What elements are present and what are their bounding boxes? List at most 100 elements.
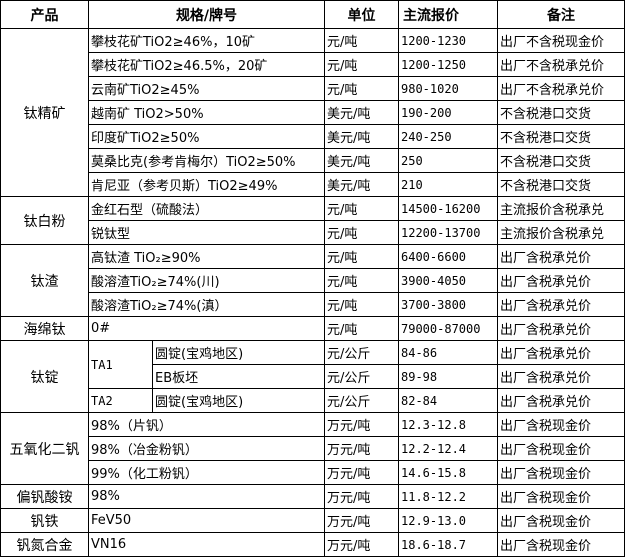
- header-row: 产品 规格/牌号 单位 主流报价 备注: [0, 0, 625, 29]
- note-cell: 出厂不含税承兑价: [497, 52, 625, 77]
- note-cell: 出厂含税现金价: [497, 508, 625, 533]
- note-cell: 出厂含税现金价: [497, 460, 625, 485]
- product-cell: 钛渣: [0, 244, 89, 317]
- spec-cell: 云南矿TiO2≥45%: [88, 76, 325, 101]
- note-cell: 主流报价含税承兑: [497, 196, 625, 221]
- spec-cell: 98%（片钒）: [88, 412, 325, 437]
- product-cell: 钛锭: [0, 340, 89, 413]
- note-cell: 出厂不含税现金价: [497, 28, 625, 53]
- unit-cell: 万元/吨: [324, 508, 399, 533]
- price-cell: 1200-1230: [398, 28, 498, 53]
- header-spec: 规格/牌号: [88, 0, 325, 29]
- note-cell: 不含税港口交货: [497, 148, 625, 173]
- note-cell: 出厂含税承兑价: [497, 292, 625, 317]
- spec-cell: 攀枝花矿TiO2≥46%，10矿: [88, 28, 325, 53]
- product-cell: 海绵钛: [0, 316, 89, 341]
- table-row: EB板坯 元/公斤 89-98 出厂含税承兑价: [1, 364, 625, 389]
- price-cell: 3700-3800: [398, 292, 498, 317]
- table-row: 钒铁 FeV50 万元/吨 12.9-13.0 出厂含税现金价: [0, 508, 625, 533]
- unit-cell: 元/吨: [324, 52, 399, 77]
- price-cell: 89-98: [398, 364, 498, 389]
- unit-cell: 元/吨: [324, 244, 399, 269]
- note-cell: 不含税港口交货: [497, 172, 625, 197]
- table-row: 锐钛型 元/吨 12200-13700 主流报价含税承兑: [1, 220, 625, 245]
- table-row: TA2 圆锭(宝鸡地区) 元/公斤 82-84 出厂含税承兑价: [1, 388, 625, 413]
- table-row: 五氧化二钒 98%（片钒） 万元/吨 12.3-12.8 出厂含税现金价: [0, 412, 625, 485]
- note-cell: 出厂含税承兑价: [497, 364, 625, 389]
- note-cell: 出厂不含税承兑价: [497, 76, 625, 101]
- note-cell: 不含税港口交货: [497, 124, 625, 149]
- table-row: 印度矿TiO2≥50% 美元/吨 240-250 不含税港口交货: [1, 124, 625, 149]
- note-cell: 出厂含税现金价: [497, 484, 625, 509]
- spec-cell: 越南矿 TiO2>50%: [88, 100, 325, 125]
- table-row: 钛渣 高钛渣 TiO₂≥90% 元/吨 6400-6600 出厂含税承兑价: [0, 244, 625, 317]
- table-row: 酸溶渣TiO₂≥74%(川) 元/吨 3900-4050 出厂含税承兑价: [1, 268, 625, 293]
- spec-cell: 0#: [88, 316, 325, 341]
- spec-cell: 酸溶渣TiO₂≥74%(川): [88, 268, 325, 293]
- header-unit: 单位: [324, 0, 399, 29]
- grade-cell: TA1: [88, 340, 153, 389]
- spec-cell: 98%（冶金粉钒）: [88, 436, 325, 461]
- unit-cell: 美元/吨: [324, 148, 399, 173]
- price-cell: 82-84: [398, 388, 498, 413]
- note-cell: 出厂含税承兑价: [497, 268, 625, 293]
- table-row: 肯尼亚（参考贝斯）TiO2≥49% 美元/吨 210 不含税港口交货: [1, 172, 625, 197]
- note-cell: 出厂含税承兑价: [497, 244, 625, 269]
- spec-cell: FeV50: [88, 508, 325, 533]
- table-row: 99%（化工粉钒） 万元/吨 14.6-15.8 出厂含税现金价: [1, 460, 625, 485]
- spec-cell: 攀枝花矿TiO2≥46.5%，20矿: [88, 52, 325, 77]
- product-cell: 钛白粉: [0, 196, 89, 245]
- spec-cell: 印度矿TiO2≥50%: [88, 124, 325, 149]
- price-cell: 79000-87000: [398, 316, 498, 341]
- spec-cell: 99%（化工粉钒）: [88, 460, 325, 485]
- price-cell: 240-250: [398, 124, 498, 149]
- unit-cell: 元/吨: [324, 76, 399, 101]
- spec-cell: 98%: [88, 484, 325, 509]
- unit-cell: 元/公斤: [324, 340, 399, 365]
- spec-cell: 圆锭(宝鸡地区): [152, 340, 325, 365]
- note-cell: 出厂含税现金价: [497, 436, 625, 461]
- spec-cell: 肯尼亚（参考贝斯）TiO2≥49%: [88, 172, 325, 197]
- unit-cell: 元/吨: [324, 28, 399, 53]
- unit-cell: 元/吨: [324, 316, 399, 341]
- note-cell: 出厂含税承兑价: [497, 388, 625, 413]
- price-cell: 11.8-12.2: [398, 484, 498, 509]
- unit-cell: 元/吨: [324, 268, 399, 293]
- spec-cell: 莫桑比克(参考肯梅尔）TiO2≥50%: [88, 148, 325, 173]
- table-row: 海绵钛 0# 元/吨 79000-87000 出厂含税承兑价: [0, 316, 625, 341]
- price-cell: 12.9-13.0: [398, 508, 498, 533]
- unit-cell: 元/吨: [324, 292, 399, 317]
- price-cell: 250: [398, 148, 498, 173]
- note-cell: 不含税港口交货: [497, 100, 625, 125]
- unit-cell: 元/吨: [324, 220, 399, 245]
- table-row: 偏钒酸铵 98% 万元/吨 11.8-12.2 出厂含税现金价: [0, 484, 625, 509]
- unit-cell: 万元/吨: [324, 436, 399, 461]
- price-cell: 12.3-12.8: [398, 412, 498, 437]
- price-cell: 210: [398, 172, 498, 197]
- unit-cell: 美元/吨: [324, 172, 399, 197]
- header-note: 备注: [497, 0, 625, 29]
- price-cell: 12.2-12.4: [398, 436, 498, 461]
- price-cell: 190-200: [398, 100, 498, 125]
- header-product: 产品: [0, 0, 89, 29]
- unit-cell: 元/公斤: [324, 364, 399, 389]
- unit-cell: 万元/吨: [324, 460, 399, 485]
- spec-cell: 锐钛型: [88, 220, 325, 245]
- spec-cell: 金红石型（硫酸法）: [88, 196, 325, 221]
- product-cell: 钛精矿: [0, 28, 89, 197]
- price-cell: 6400-6600: [398, 244, 498, 269]
- product-cell: 钒铁: [0, 508, 89, 533]
- product-cell: 偏钒酸铵: [0, 484, 89, 509]
- note-cell: 出厂含税现金价: [497, 412, 625, 437]
- note-cell: 主流报价含税承兑: [497, 220, 625, 245]
- price-cell: 980-1020: [398, 76, 498, 101]
- unit-cell: 万元/吨: [324, 484, 399, 509]
- price-cell: 84-86: [398, 340, 498, 365]
- product-cell: 五氧化二钒: [0, 412, 89, 485]
- price-cell: 14500-16200: [398, 196, 498, 221]
- note-cell: 出厂含税承兑价: [497, 340, 625, 365]
- unit-cell: 美元/吨: [324, 124, 399, 149]
- grade-cell: TA2: [88, 388, 153, 413]
- table-row: 酸溶渣TiO₂≥74%(滇） 元/吨 3700-3800 出厂含税承兑价: [1, 292, 625, 317]
